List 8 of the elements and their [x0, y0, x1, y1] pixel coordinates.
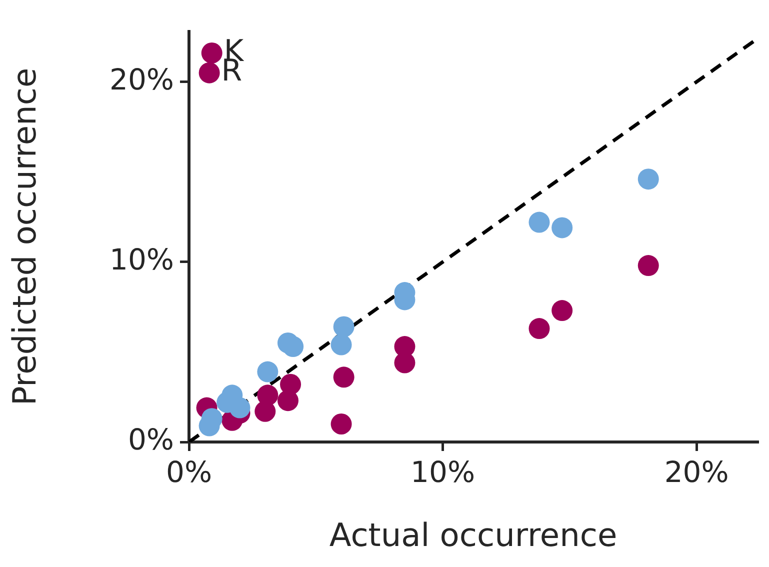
x-axis-title: Actual occurrence	[329, 516, 618, 554]
y-axis-title: Predicted occurrence	[6, 68, 44, 406]
y-tick-label: 20%	[110, 62, 174, 96]
y-tick-label: 0%	[128, 422, 174, 457]
x-tick-label: 0%	[166, 454, 212, 489]
x-tick-label: 20%	[664, 454, 729, 489]
x-tick-label: 10%	[410, 454, 476, 489]
y-tick-label: 10%	[110, 242, 174, 276]
